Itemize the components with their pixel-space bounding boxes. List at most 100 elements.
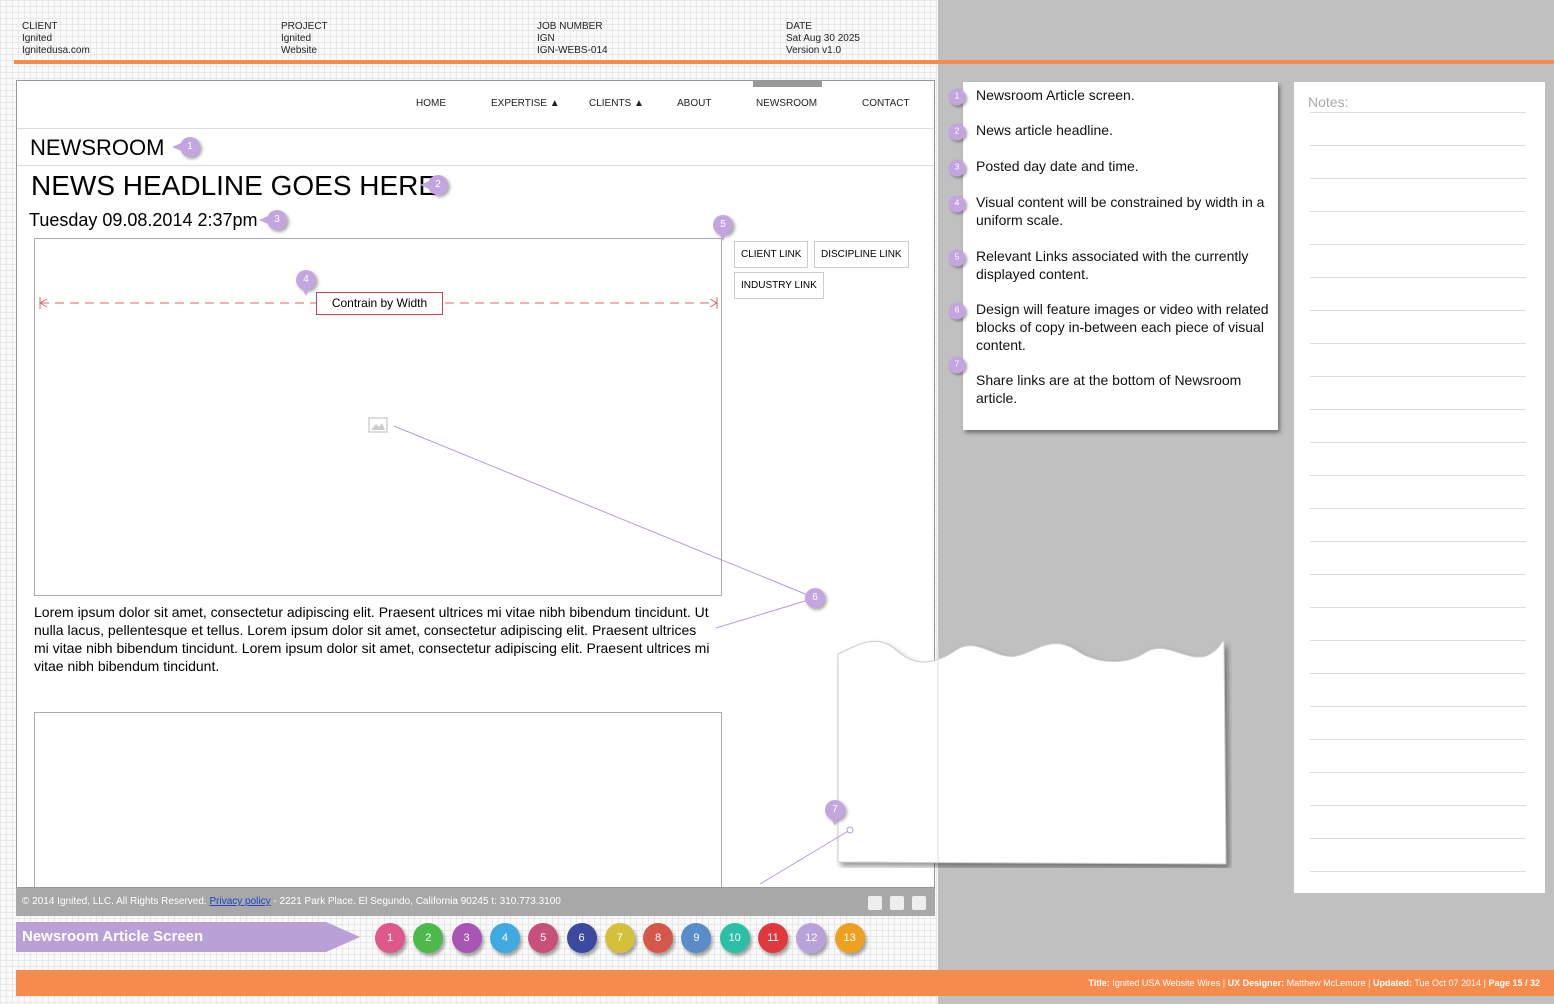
meta-value: Matthew McLemore (1286, 978, 1366, 988)
note-line (1310, 508, 1526, 509)
privacy-link[interactable]: Privacy policy (209, 896, 271, 907)
marker: 3 (259, 210, 287, 230)
header-field: PROJECT Ignited Website (281, 21, 328, 57)
meta-separator: | (1222, 978, 1226, 988)
twitter-share[interactable] (912, 896, 926, 910)
divider (17, 165, 934, 166)
marker: 2 (420, 175, 448, 195)
annotation-text: Design will feature images or video with… (976, 301, 1269, 353)
annotation-text: News article headline. (976, 122, 1113, 138)
nav-item[interactable]: NEWSROOM (756, 98, 818, 109)
marker: 1 (948, 88, 966, 106)
nav-item[interactable]: HOME (416, 98, 446, 109)
header-line1: IGN (537, 33, 555, 44)
nav-item[interactable]: EXPERTISE ▲ (491, 98, 560, 109)
meta-label: Updated: (1373, 978, 1413, 988)
note-line (1310, 871, 1526, 872)
header-line1: Ignited (22, 33, 53, 44)
header-rule (14, 60, 1554, 64)
facebook-share[interactable] (890, 896, 904, 910)
page-dot[interactable]: 13 (834, 923, 865, 953)
annotation-text: Newsroom Article screen. (976, 87, 1135, 103)
constraint-label: Contrain by Width (316, 292, 443, 315)
nav-item[interactable]: CLIENTS ▲ (589, 98, 644, 109)
header-field: JOB NUMBER IGN IGN-WEBS-014 (537, 21, 608, 57)
note-line (1310, 574, 1526, 575)
nav-item[interactable]: ABOUT (677, 98, 712, 109)
note-line (1310, 442, 1526, 443)
nav-item[interactable]: CONTACT (862, 98, 910, 109)
page-dot[interactable]: 11 (758, 923, 788, 953)
marker: 7 (825, 800, 845, 826)
marker: 6 (948, 302, 966, 320)
email-share[interactable] (868, 896, 882, 910)
note-line (1310, 112, 1526, 113)
marker: 5 (948, 249, 966, 267)
note-line (1310, 376, 1526, 377)
header-line2: IGN-WEBS-014 (537, 45, 608, 56)
address: - 2221 Park Place. El Segundo, Californi… (270, 896, 561, 907)
header-line2: Version v1.0 (786, 45, 842, 56)
marker: 1 (172, 137, 200, 157)
image-icon (368, 417, 388, 433)
annotation-text: Visual content will be constrained by wi… (976, 194, 1265, 228)
marker: 7 (948, 356, 966, 374)
meta-separator: | (1483, 978, 1486, 988)
wireframe: HOME EXPERTISE ▲ CLIENTS ▲ ABOUT NEWSROOM CON… (16, 80, 935, 888)
header-label: PROJECT (281, 21, 328, 32)
related-link[interactable]: INDUSTRY LINK (734, 272, 824, 299)
header-line2: Ignitedusa.com (22, 45, 90, 56)
header-label: JOB NUMBER (537, 21, 603, 32)
note-line (1310, 673, 1526, 674)
annotation-text: Relevant Links associated with the curre… (976, 248, 1249, 282)
page-dot[interactable]: 5 (528, 923, 559, 953)
page-dot[interactable]: 1 (375, 923, 405, 953)
marker: 4 (948, 195, 966, 213)
body-copy: Lorem ipsum dolor sit amet, consectetur … (34, 604, 710, 674)
annotation-text: Posted day date and time. (976, 158, 1139, 174)
note-line (1310, 541, 1526, 542)
note-line (1310, 475, 1526, 476)
page-dot[interactable]: 4 (489, 923, 520, 953)
related-link[interactable]: CLIENT LINK (734, 241, 809, 268)
torn-paper (837, 640, 1227, 865)
page-dot[interactable]: 12 (796, 923, 827, 953)
site-footer: © 2014 Ignited, LLC. All Rights Reserved… (16, 888, 935, 916)
posted-date: Tuesday 09.08.2014 2:37pm (29, 210, 258, 230)
page-dot[interactable]: 8 (643, 923, 674, 953)
image-placeholder (34, 238, 722, 596)
page-dot[interactable]: 9 (681, 923, 712, 953)
marker: 2 (948, 123, 966, 141)
note-line (1310, 739, 1526, 740)
notes-label: Notes: (1308, 94, 1349, 110)
header-line2: Website (281, 45, 317, 56)
page-dot[interactable]: 10 (719, 923, 750, 953)
meta-value: Ignited USA Website Wires (1112, 978, 1221, 988)
meta-value: Tue Oct 07 2014 (1414, 978, 1482, 988)
note-line (1310, 607, 1526, 608)
page-dot[interactable]: 2 (413, 923, 444, 953)
notes-panel: Notes: (1294, 82, 1545, 893)
note-line (1310, 772, 1526, 773)
note-line (1310, 805, 1526, 806)
marker: 6 (805, 588, 825, 608)
page-dot[interactable]: 3 (451, 923, 482, 953)
related-link[interactable]: DISCIPLINE LINK (814, 241, 909, 268)
marker: 4 (296, 270, 316, 296)
page-number: Page 15 / 32 (1488, 978, 1540, 988)
page-dot[interactable]: 7 (604, 923, 635, 953)
meta-separator: | (1368, 978, 1371, 988)
image-placeholder (34, 712, 722, 887)
header-line1: Sat Aug 30 2025 (786, 33, 860, 44)
note-line (1310, 310, 1526, 311)
note-line (1310, 838, 1526, 839)
header-line1: Ignited (281, 33, 312, 44)
headline: NEWS HEADLINE GOES HERE (31, 170, 438, 201)
copyright: © 2014 Ignited, LLC. All Rights Reserved… (22, 896, 207, 907)
page-dot[interactable]: 6 (566, 923, 597, 953)
marker: 3 (948, 159, 966, 177)
note-line (1310, 145, 1526, 146)
